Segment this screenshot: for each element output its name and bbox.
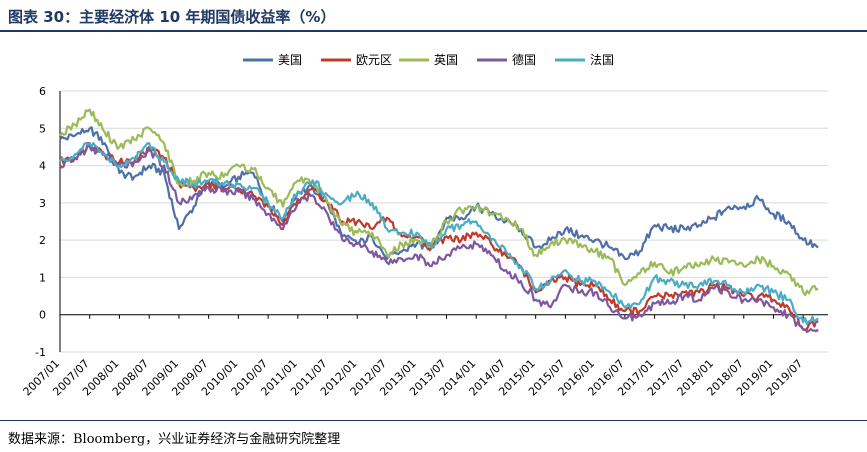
source-rule: [0, 420, 867, 421]
legend-label-2: 英国: [434, 53, 458, 67]
y-tick-label: -1: [35, 346, 46, 359]
y-tick-label: 0: [39, 309, 46, 322]
y-tick-label: 6: [39, 85, 46, 98]
legend-label-4: 法国: [590, 53, 614, 67]
line-chart: -101234562007/012007/072008/012008/07200…: [21, 52, 828, 398]
series-line-0: [59, 126, 819, 261]
series-line-4: [59, 141, 819, 326]
chart-title: 图表 30：主要经济体 10 年期国债收益率（%）: [8, 8, 336, 26]
y-tick-label: 4: [39, 160, 46, 173]
legend-label-3: 德国: [512, 52, 536, 67]
legend: 美国 欧元区 英国 德国 法国: [243, 52, 614, 67]
title-rule: [0, 30, 867, 32]
y-tick-label: 2: [39, 234, 46, 247]
series-line-3: [59, 143, 819, 333]
legend-label-0: 美国: [278, 53, 302, 67]
y-tick-label: 5: [39, 122, 46, 135]
source-note: 数据来源：Bloomberg，兴业证券经济与金融研究院整理: [8, 432, 341, 447]
legend-label-1: 欧元区: [356, 53, 392, 67]
y-tick-label: 3: [39, 197, 46, 210]
series-lines: [58, 108, 819, 333]
y-tick-label: 1: [39, 271, 46, 284]
